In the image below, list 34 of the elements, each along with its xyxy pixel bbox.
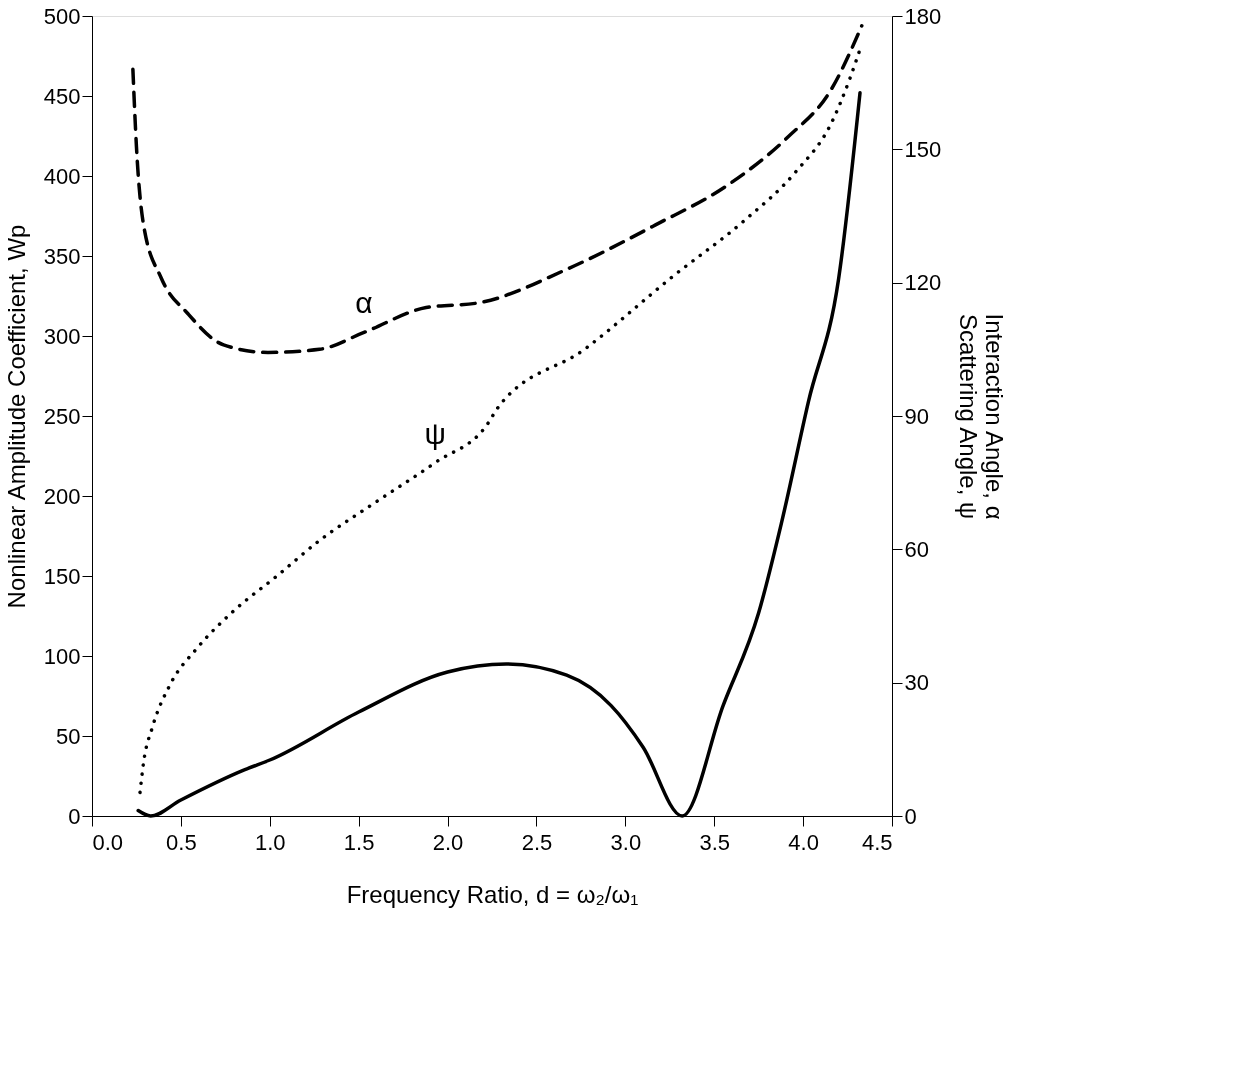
x-tick-label: 3.5 [699, 829, 731, 855]
y2-tick-label: 90 [904, 403, 929, 429]
y2-tick-label: 150 [904, 136, 942, 162]
y2-tick-label: 30 [904, 670, 929, 696]
y2-axis-title: Interaction Angle, α Scattering Angle, ψ [955, 313, 1009, 520]
x-tick-label: 0.5 [166, 829, 197, 855]
y-tick-label: 350 [43, 243, 81, 269]
y-tick-label: 250 [43, 403, 81, 429]
y-tick-label: 300 [43, 323, 81, 349]
x-tick-label: 1.5 [343, 829, 375, 855]
y-tick-label: 500 [43, 3, 81, 29]
x-tick-label: 1.0 [254, 829, 286, 855]
x-tick-label: 4.5 [861, 829, 893, 855]
y-tick-label: 450 [43, 83, 81, 109]
y2-tick-label: 120 [904, 270, 942, 296]
x-tick-label: 2.5 [521, 829, 553, 855]
y-tick-label: 100 [43, 643, 81, 669]
y2-tick-label: 60 [904, 536, 929, 562]
x-tick-label: 3.0 [610, 829, 642, 855]
y-tick-label: 0 [68, 803, 81, 829]
x-tick-label: 2.0 [432, 829, 464, 855]
line-series [131, 24, 864, 355]
y-tick-label: 150 [43, 563, 81, 589]
y2-tick-label: 0 [904, 803, 917, 829]
x-tick-label: 4.0 [788, 829, 819, 855]
series-label: ψ [424, 416, 446, 450]
series-label: α [355, 286, 373, 320]
y-tick-label: 400 [43, 163, 81, 189]
y-tick-label: 50 [56, 723, 81, 749]
y-axis-title: Nonlinear Amplitude Coefficient, Wp [2, 224, 30, 609]
y-tick-label: 200 [43, 483, 81, 509]
x-tick-label: 0.0 [92, 829, 124, 855]
y2-tick-label: 180 [904, 3, 942, 29]
x-axis-title: Frequency Ratio, d = ω₂/ω₁ [346, 880, 639, 908]
